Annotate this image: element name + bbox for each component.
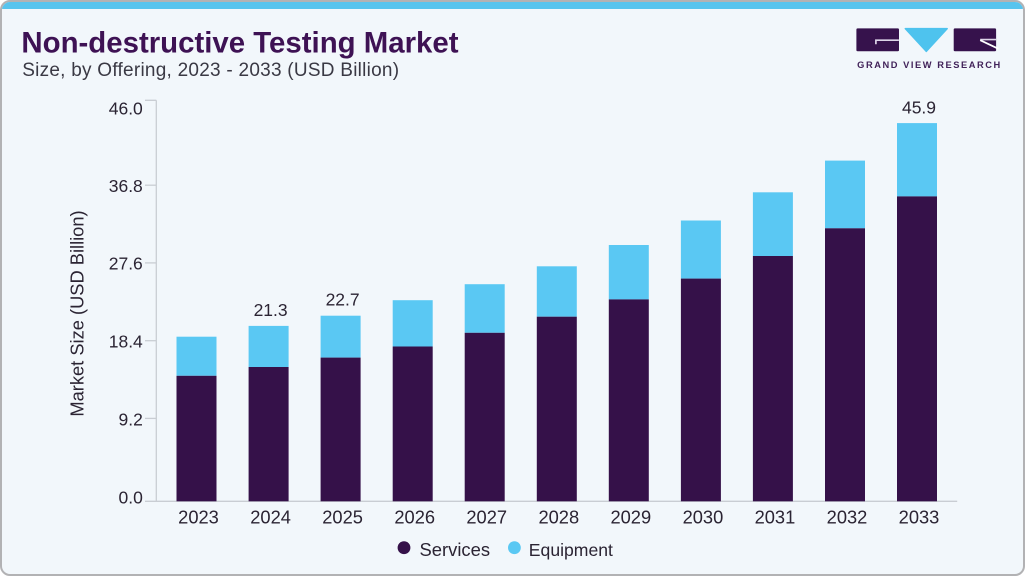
svg-text:2025: 2025 <box>322 506 363 527</box>
svg-text:Non-destructive Testing Market: Non-destructive Testing Market <box>21 27 458 60</box>
svg-text:GRAND VIEW RESEARCH: GRAND VIEW RESEARCH <box>857 60 1002 70</box>
svg-text:36.8: 36.8 <box>109 176 143 196</box>
svg-text:2033: 2033 <box>899 506 940 527</box>
svg-text:Equipment: Equipment <box>529 540 613 560</box>
svg-text:2028: 2028 <box>538 506 579 527</box>
svg-text:2027: 2027 <box>466 506 507 527</box>
svg-text:27.6: 27.6 <box>109 253 143 273</box>
svg-text:Market Size (USD Billion): Market Size (USD Billion) <box>66 210 87 416</box>
svg-text:2030: 2030 <box>683 506 724 527</box>
svg-text:2026: 2026 <box>394 506 435 527</box>
svg-text:9.2: 9.2 <box>118 409 142 429</box>
svg-text:46.0: 46.0 <box>109 99 143 119</box>
svg-text:Size, by Offering, 2023 - 2033: Size, by Offering, 2023 - 2033 (USD Bill… <box>22 60 399 81</box>
svg-text:Services: Services <box>420 539 491 560</box>
svg-text:45.9: 45.9 <box>902 98 936 118</box>
svg-text:21.3: 21.3 <box>254 300 288 320</box>
svg-text:18.4: 18.4 <box>109 332 143 352</box>
svg-text:2032: 2032 <box>827 506 868 527</box>
svg-text:2023: 2023 <box>178 506 219 527</box>
svg-text:2024: 2024 <box>250 506 291 527</box>
svg-text:2031: 2031 <box>755 506 796 527</box>
svg-text:0.0: 0.0 <box>118 487 143 507</box>
svg-text:2029: 2029 <box>610 506 651 527</box>
svg-text:22.7: 22.7 <box>326 289 360 309</box>
